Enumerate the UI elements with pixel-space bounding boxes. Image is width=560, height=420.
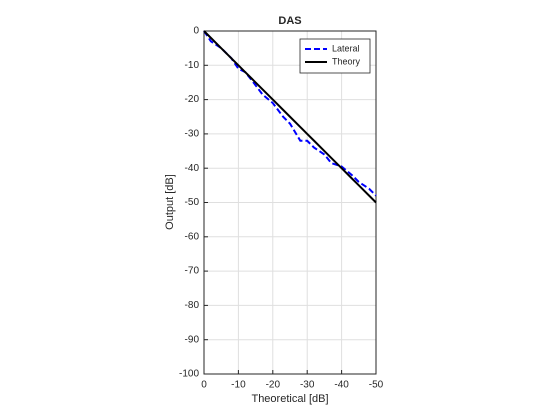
y-tick-label: -40 [185, 163, 200, 174]
x-axis-label: Theoretical [dB] [251, 393, 328, 405]
chart-title: DAS [278, 15, 301, 27]
y-tick-label: -80 [185, 300, 200, 311]
x-tick-label: -30 [300, 380, 315, 391]
y-tick-label: -20 [185, 94, 200, 105]
legend-label: Theory [332, 56, 361, 66]
x-tick-label: -50 [369, 380, 384, 391]
y-tick-label: -10 [185, 60, 200, 71]
y-tick-label: -60 [185, 231, 200, 242]
y-tick-label: -30 [185, 129, 200, 140]
y-tick-label: -90 [185, 334, 200, 345]
y-tick-label: 0 [193, 26, 199, 37]
legend-label: Lateral [332, 43, 360, 53]
y-axis-label: Output [dB] [164, 174, 176, 230]
x-tick-label: -40 [334, 380, 349, 391]
y-tick-label: -70 [185, 266, 200, 277]
series-line [203, 30, 377, 197]
x-tick-label: -10 [231, 380, 246, 391]
legend-box [299, 38, 371, 74]
x-tick-label: 0 [201, 380, 207, 391]
series-line [203, 30, 377, 204]
y-tick-label: -100 [179, 369, 199, 380]
y-tick-label: -50 [185, 197, 200, 208]
x-tick-label: -20 [266, 380, 281, 391]
